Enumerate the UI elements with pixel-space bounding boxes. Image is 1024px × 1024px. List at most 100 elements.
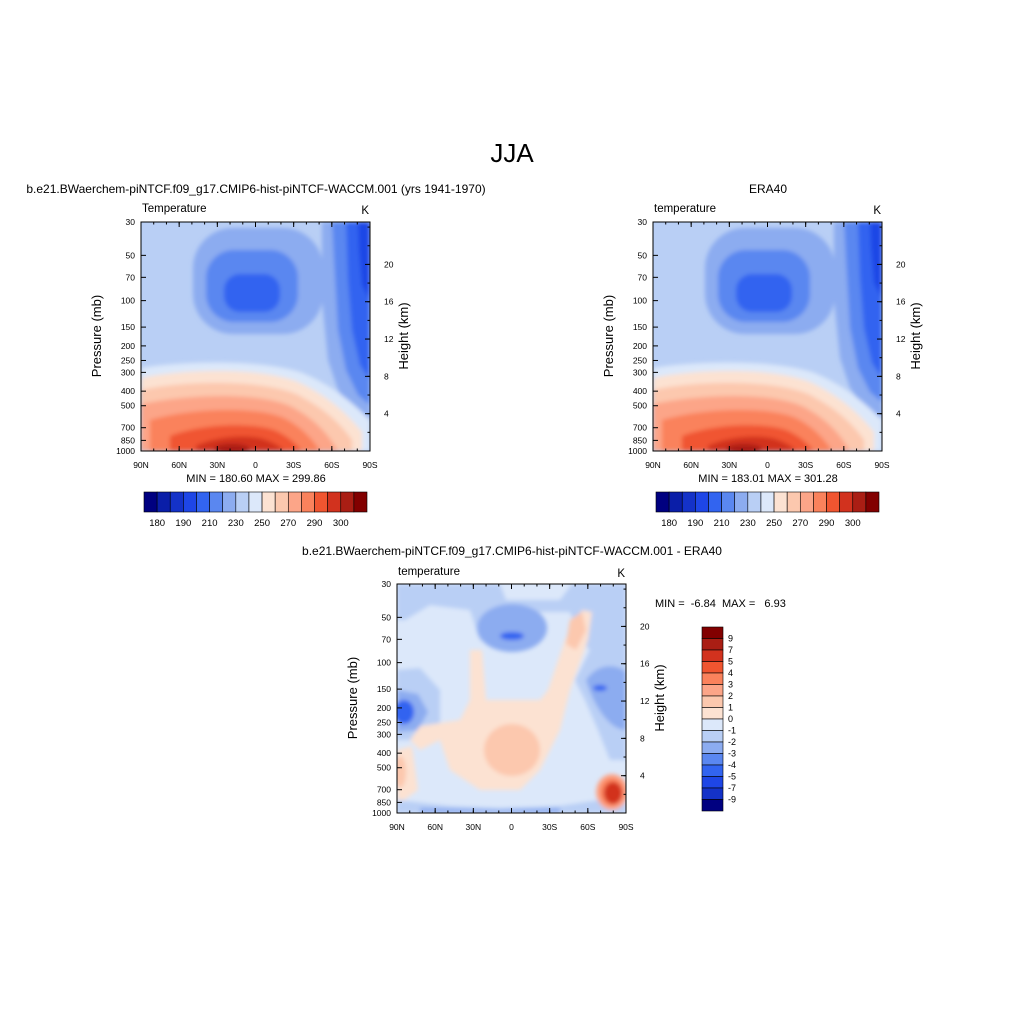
colorbar-swatch (734, 491, 749, 513)
colorbar-label: 9 (728, 634, 733, 644)
colorbar-label: 2 (728, 691, 733, 701)
y-tick-label: 1000 (372, 808, 391, 818)
colorbar-swatch (681, 491, 696, 513)
panel-diff-stats: MIN = -6.84 MAX = 6.93 (655, 598, 786, 610)
colorbar-swatch (721, 491, 736, 513)
colorbar-swatch (701, 787, 724, 800)
colorbar-swatch (839, 491, 854, 513)
colorbar-swatch (235, 491, 250, 513)
y-tick-label: 700 (633, 423, 647, 433)
y-tick-label: 850 (633, 435, 647, 445)
panel-era40-ylabel: Pressure (mb) (601, 295, 616, 377)
y-tick-label: 700 (377, 785, 391, 795)
colorbar-swatch (701, 753, 724, 766)
y-tick-label: 100 (633, 296, 647, 306)
colorbar-swatch (701, 672, 724, 685)
colorbar-swatch (261, 491, 276, 513)
y-tick-label: 100 (377, 658, 391, 668)
y-right-tick-label: 4 (896, 409, 901, 419)
y-tick-label: 850 (121, 435, 135, 445)
colorbar-swatch (701, 626, 724, 639)
y-tick-label: 200 (377, 703, 391, 713)
colorbar-swatch (701, 684, 724, 697)
panel-model-title: b.e21.BWaerchem-piNTCF.f09_g17.CMIP6-his… (26, 182, 485, 196)
colorbar-swatch (813, 491, 827, 513)
y-tick-label: 300 (377, 729, 391, 739)
colorbar-swatch (668, 491, 683, 513)
panel-diff-units: K (617, 568, 625, 580)
y-tick-label: 400 (377, 748, 391, 758)
colorbar-label: -5 (728, 772, 736, 782)
x-tick-label: 0 (253, 460, 258, 470)
panel-diff-tick-labels: 90N 60N 30N 0 30S 60S 90S 30 50 70 100 150 200 250 300… (372, 579, 650, 832)
colorbar-swatch (143, 491, 158, 513)
x-tick-label: 30S (542, 822, 557, 832)
panel-era40-ylabel-right: Height (km) (908, 302, 923, 369)
panel-diff-left-string: temperature (398, 566, 460, 578)
y-right-tick-label: 8 (896, 371, 901, 381)
colorbar-label: 210 (714, 518, 730, 529)
x-tick-label: 90N (645, 460, 661, 470)
y-tick-label: 500 (377, 763, 391, 773)
colorbar-swatch (701, 799, 724, 812)
colorbar-swatch (183, 491, 197, 513)
colorbar-swatch (799, 491, 814, 513)
colorbar-label: -3 (728, 749, 736, 759)
colorbar-swatch (701, 730, 724, 743)
y-tick-label: 200 (121, 341, 135, 351)
colorbar-swatch (826, 491, 840, 513)
colorbar-swatch (248, 491, 263, 513)
y-tick-label: 100 (121, 296, 135, 306)
colorbar-swatch (274, 491, 289, 513)
y-tick-label: 50 (382, 612, 392, 622)
x-tick-label: 0 (765, 460, 770, 470)
colorbar-label: 4 (728, 668, 733, 678)
x-tick-label: 30S (798, 460, 813, 470)
colorbar-swatch (865, 491, 880, 513)
y-right-tick-label: 12 (640, 696, 650, 706)
colorbar-swatch (701, 741, 724, 754)
x-tick-label: 60S (580, 822, 595, 832)
x-tick-label: 60N (171, 460, 187, 470)
colorbar-label: 210 (202, 518, 218, 529)
colorbar-swatch (701, 649, 724, 662)
y-right-tick-label: 4 (640, 771, 645, 781)
colorbar-swatch (196, 491, 210, 513)
colorbar-label: 290 (819, 518, 835, 529)
colorbar-label: 300 (333, 518, 349, 529)
colorbar-swatch (701, 695, 724, 708)
y-tick-label: 250 (377, 717, 391, 727)
colorbar-swatch (852, 491, 867, 513)
colorbar-label: 7 (728, 645, 733, 655)
y-right-tick-label: 20 (896, 259, 906, 269)
colorbar-swatch (287, 491, 302, 513)
x-tick-label: 30S (286, 460, 301, 470)
panel-diff-axes (396, 583, 627, 814)
panel-model: b.e21.BWaerchem-piNTCF.f09_g17.CMIP6-his… (26, 182, 485, 529)
x-tick-label: 90S (874, 460, 889, 470)
panel-era40-units: K (873, 205, 881, 217)
colorbar-swatch (314, 491, 328, 513)
panel-model-units: K (361, 205, 369, 217)
colorbar-swatch (327, 491, 342, 513)
x-tick-label: 30N (722, 460, 738, 470)
y-tick-label: 70 (126, 272, 136, 282)
y-tick-label: 250 (121, 355, 135, 365)
colorbar-swatch (708, 491, 722, 513)
colorbar-label: -9 (728, 795, 736, 805)
x-tick-label: 0 (509, 822, 514, 832)
panel-era40-axes (652, 221, 883, 452)
panel-model-stats: MIN = 180.60 MAX = 299.86 (186, 473, 325, 485)
colorbar-swatch (655, 491, 670, 513)
panel-model-colorbar: 180 190 210 230 250 270 290 300 (143, 491, 368, 529)
colorbar-label: 190 (687, 518, 703, 529)
colorbar-swatch (701, 776, 724, 789)
panel-era40-contour-fill (653, 222, 882, 451)
colorbar-label: 270 (792, 518, 808, 529)
colorbar-label: 3 (728, 680, 733, 690)
colorbar-swatch (760, 491, 775, 513)
y-tick-label: 1000 (116, 446, 135, 456)
y-right-tick-label: 12 (384, 334, 394, 344)
colorbar-swatch (701, 661, 724, 674)
panel-model-ylabel-right: Height (km) (396, 302, 411, 369)
